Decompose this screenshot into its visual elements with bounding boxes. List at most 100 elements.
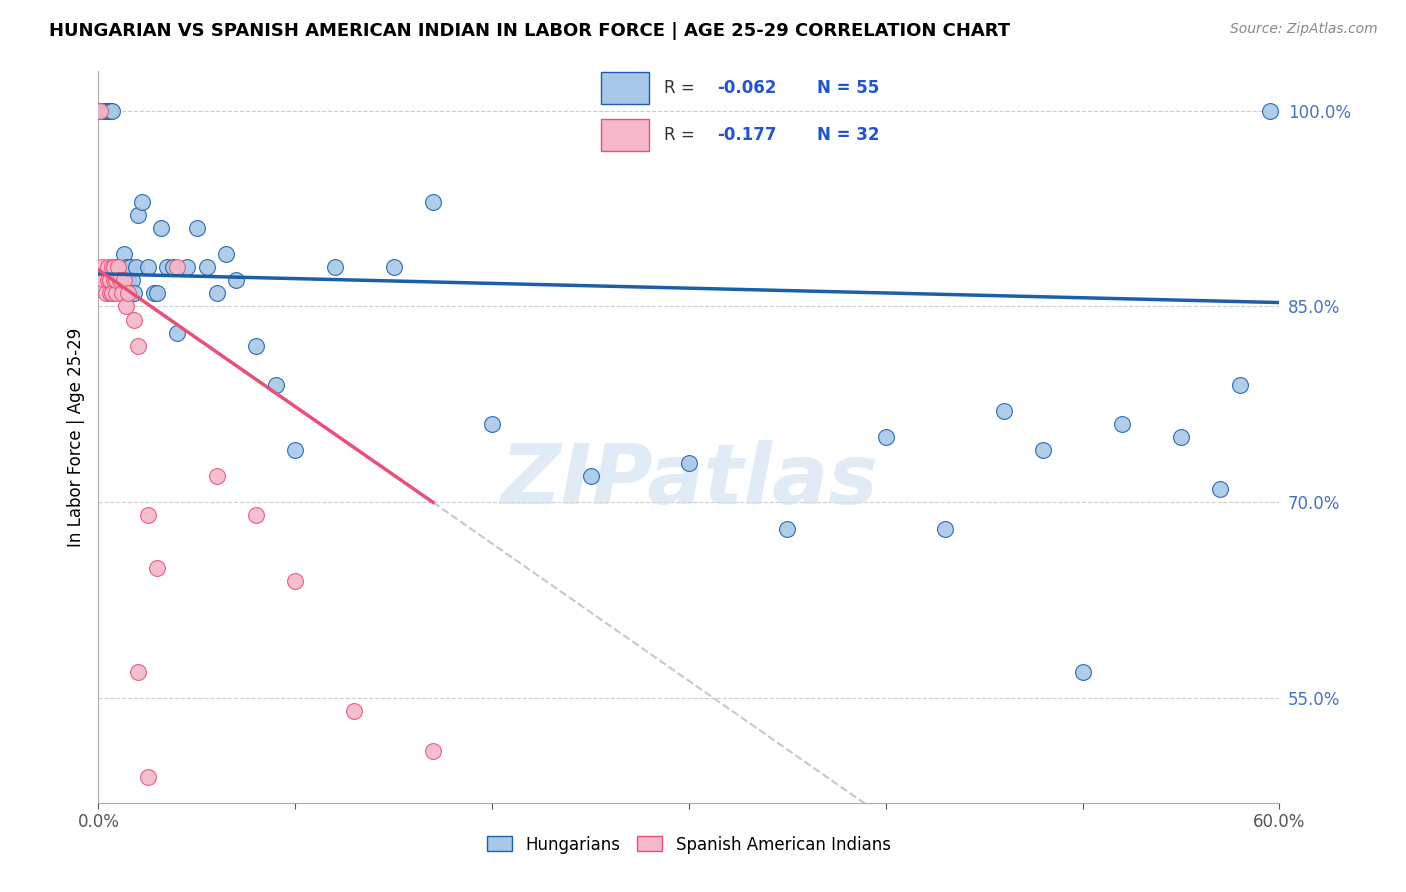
Point	[481, 417, 503, 431]
Point	[127, 339, 149, 353]
Point	[108, 273, 131, 287]
Point	[91, 103, 114, 118]
Bar	[602, 120, 650, 151]
Point	[111, 286, 134, 301]
Point	[1032, 443, 1054, 458]
Point	[101, 103, 124, 118]
Point	[205, 469, 228, 483]
Point	[93, 273, 115, 287]
Point	[103, 273, 125, 287]
Point	[284, 443, 307, 458]
Point	[1170, 430, 1192, 444]
Point	[776, 521, 799, 535]
Point	[422, 194, 444, 209]
Bar	[602, 72, 650, 103]
Point	[105, 273, 128, 287]
Point	[97, 260, 120, 275]
Point	[245, 339, 267, 353]
Point	[875, 430, 897, 444]
Point	[264, 377, 287, 392]
Point	[107, 260, 129, 275]
Point	[103, 260, 125, 275]
Point	[107, 260, 129, 275]
Point	[117, 273, 139, 287]
Point	[1111, 417, 1133, 431]
Text: N = 55: N = 55	[817, 79, 879, 97]
Point	[118, 260, 141, 275]
Text: ZIPatlas: ZIPatlas	[501, 441, 877, 522]
Point	[156, 260, 179, 275]
Point	[101, 260, 124, 275]
Point	[146, 286, 169, 301]
Point	[115, 300, 138, 314]
Point	[1258, 103, 1281, 118]
Point	[89, 103, 111, 118]
Point	[112, 273, 135, 287]
Point	[105, 286, 128, 301]
Point	[89, 103, 111, 118]
Point	[678, 456, 700, 470]
Point	[122, 312, 145, 326]
Point	[112, 247, 135, 261]
Point	[101, 286, 124, 301]
Point	[343, 705, 366, 719]
Point	[91, 260, 114, 275]
Text: R =: R =	[664, 79, 700, 97]
Point	[195, 260, 218, 275]
Point	[166, 260, 188, 275]
Text: HUNGARIAN VS SPANISH AMERICAN INDIAN IN LABOR FORCE | AGE 25-29 CORRELATION CHAR: HUNGARIAN VS SPANISH AMERICAN INDIAN IN …	[49, 22, 1011, 40]
Point	[111, 273, 134, 287]
Point	[993, 404, 1015, 418]
Point	[205, 286, 228, 301]
Point	[103, 260, 125, 275]
Point	[136, 508, 159, 523]
Text: -0.062: -0.062	[717, 79, 776, 97]
Point	[122, 286, 145, 301]
Point	[1071, 665, 1094, 680]
Point	[115, 260, 138, 275]
Point	[108, 260, 131, 275]
Point	[103, 273, 125, 287]
Text: -0.177: -0.177	[717, 126, 776, 144]
Point	[136, 770, 159, 784]
Point	[186, 221, 208, 235]
Point	[215, 247, 238, 261]
Point	[382, 260, 405, 275]
Point	[98, 273, 121, 287]
Point	[284, 574, 307, 588]
Text: N = 32: N = 32	[817, 126, 880, 144]
Point	[176, 260, 198, 275]
Text: R =: R =	[664, 126, 700, 144]
Point	[142, 286, 165, 301]
Point	[146, 560, 169, 574]
Point	[117, 286, 139, 301]
Point	[422, 743, 444, 757]
Point	[162, 260, 184, 275]
Text: Source: ZipAtlas.com: Source: ZipAtlas.com	[1230, 22, 1378, 37]
Point	[225, 273, 247, 287]
Point	[96, 103, 118, 118]
Point	[93, 103, 115, 118]
Point	[127, 208, 149, 222]
Point	[98, 286, 121, 301]
Point	[121, 273, 143, 287]
Point	[166, 326, 188, 340]
Point	[579, 469, 602, 483]
Point	[1229, 377, 1251, 392]
Point	[323, 260, 346, 275]
Point	[97, 273, 120, 287]
Legend: Hungarians, Spanish American Indians: Hungarians, Spanish American Indians	[481, 829, 897, 860]
Point	[96, 286, 118, 301]
Point	[934, 521, 956, 535]
Point	[105, 273, 128, 287]
Point	[131, 194, 153, 209]
Point	[127, 665, 149, 680]
Point	[245, 508, 267, 523]
Point	[98, 103, 121, 118]
Point	[125, 260, 148, 275]
Point	[1209, 483, 1232, 497]
Point	[150, 221, 173, 235]
Y-axis label: In Labor Force | Age 25-29: In Labor Force | Age 25-29	[66, 327, 84, 547]
Point	[136, 260, 159, 275]
Point	[97, 103, 120, 118]
